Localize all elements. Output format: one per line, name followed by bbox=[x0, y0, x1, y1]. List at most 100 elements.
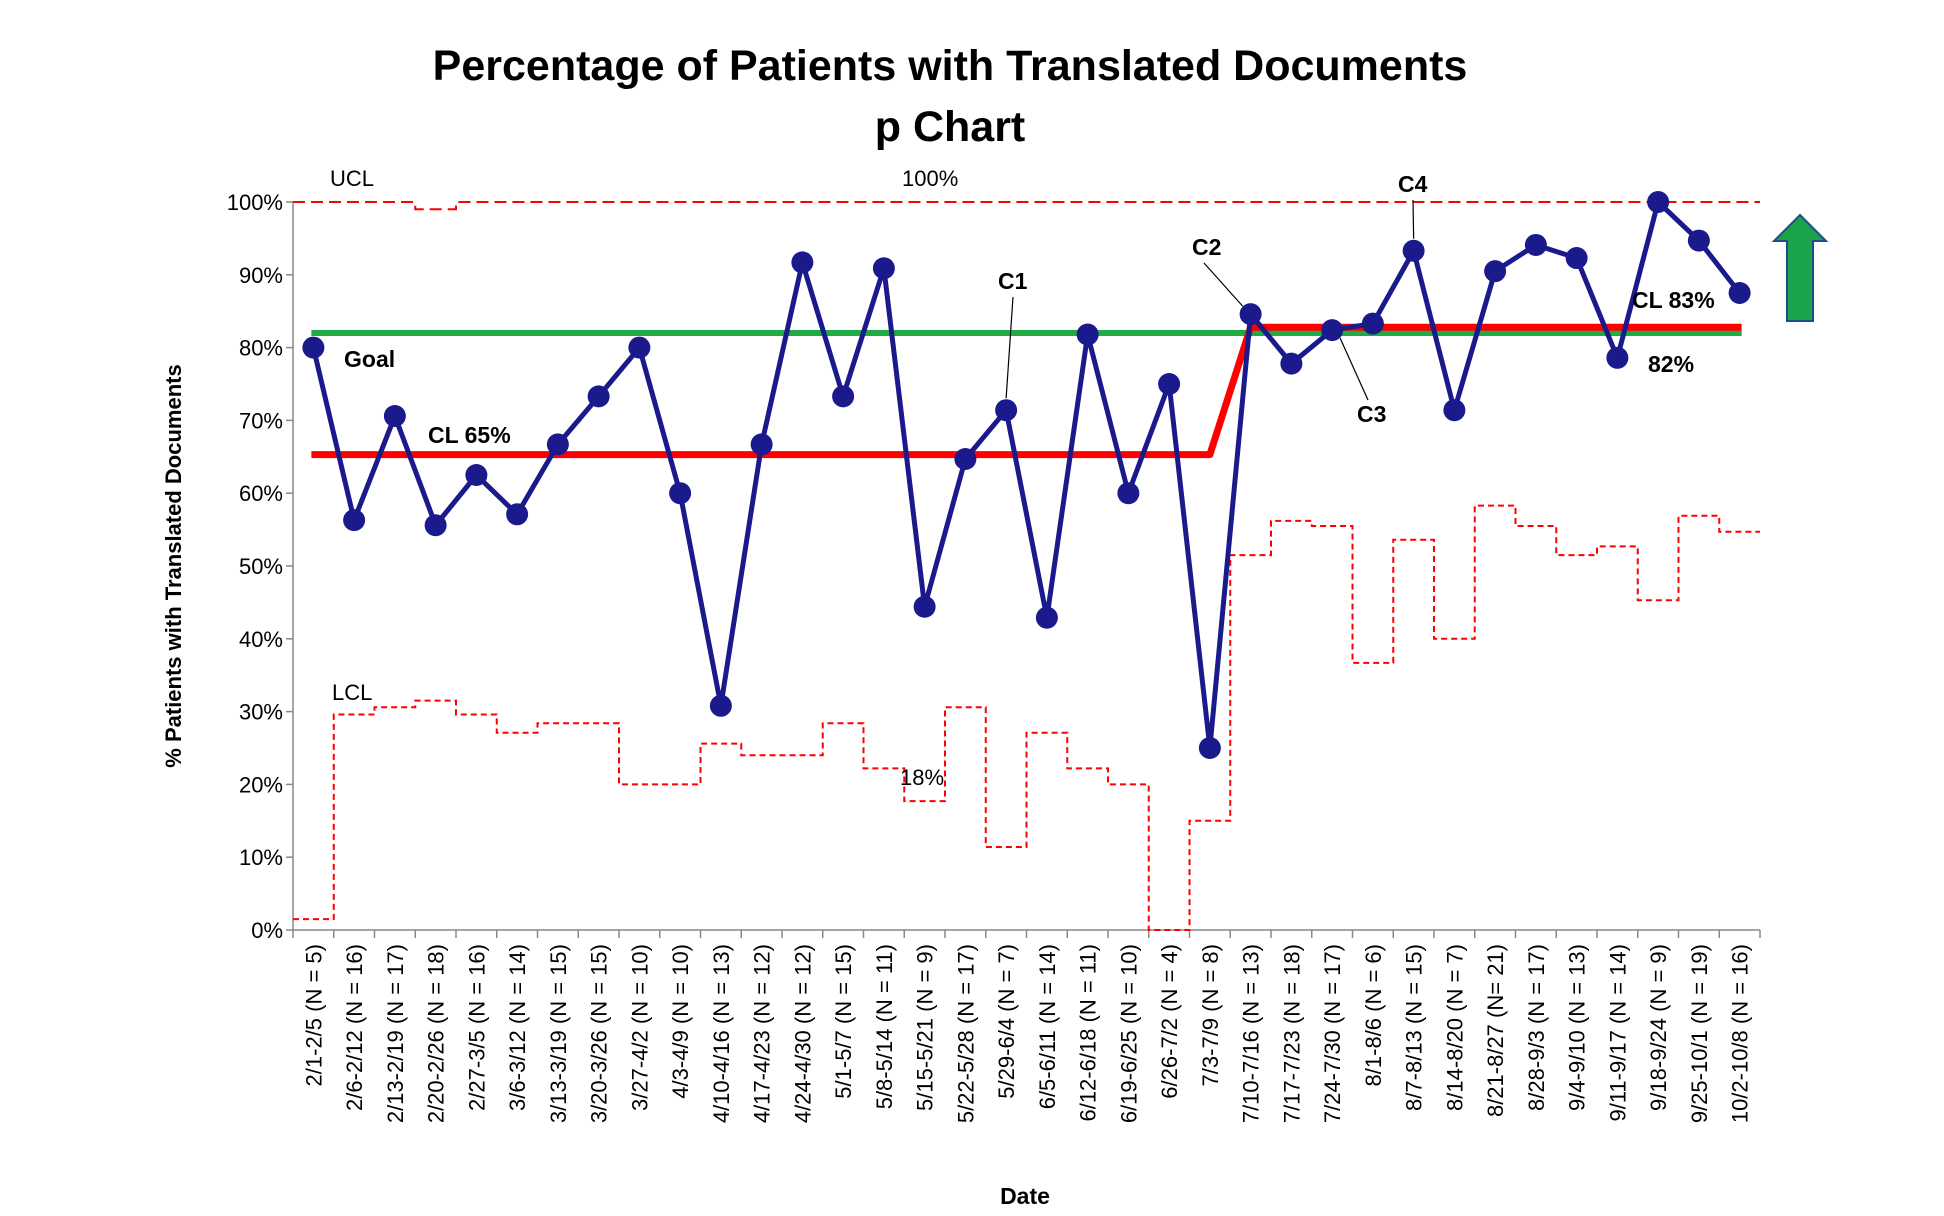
x-tick-label: 2/13-2/19 (N = 17) bbox=[383, 944, 408, 1123]
x-tick-label: 4/3-4/9 (N = 10) bbox=[668, 944, 693, 1099]
center-line bbox=[311, 323, 1744, 459]
c1-label: C1 bbox=[998, 268, 1028, 294]
x-tick-label: 9/4-9/10 (N = 13) bbox=[1565, 944, 1590, 1111]
x-tick-label: 7/17-7/23 (N = 18) bbox=[1279, 944, 1304, 1123]
data-point bbox=[424, 514, 447, 537]
data-point bbox=[506, 503, 529, 526]
x-tick-label: 4/17-4/23 (N = 12) bbox=[750, 944, 775, 1123]
c2-label: C2 bbox=[1192, 234, 1221, 260]
y-tick-label: 20% bbox=[239, 772, 283, 797]
x-tick-label: 6/26-7/2 (N = 4) bbox=[1157, 944, 1182, 1099]
c4-label: C4 bbox=[1398, 171, 1428, 197]
y-tick-label: 50% bbox=[239, 554, 283, 579]
x-tick-label: 5/1-5/7 (N = 15) bbox=[831, 944, 856, 1099]
x-tick-label: 5/22-5/28 (N = 17) bbox=[953, 944, 978, 1123]
y-axis-label: % Patients with Translated Documents bbox=[161, 364, 186, 767]
data-point bbox=[628, 336, 651, 359]
x-tick-label: 5/15-5/21 (N = 9) bbox=[913, 944, 938, 1111]
lcl-line bbox=[293, 504, 1760, 931]
cl-label-2: CL 83% bbox=[1632, 287, 1715, 313]
data-point bbox=[872, 257, 895, 280]
x-tick-label: 9/11-9/17 (N = 14) bbox=[1605, 944, 1630, 1122]
x-tick-label: 8/7-8/13 (N = 15) bbox=[1402, 944, 1427, 1111]
data-point bbox=[1361, 312, 1384, 335]
ucl-label: UCL bbox=[330, 166, 374, 191]
data-point bbox=[832, 385, 855, 408]
data-point bbox=[465, 464, 488, 486]
data-point bbox=[1280, 352, 1303, 375]
data-point bbox=[1606, 346, 1629, 369]
x-tick-label: 8/28-9/3 (N = 17) bbox=[1524, 944, 1549, 1111]
x-tick-label: 2/6-2/12 (N = 16) bbox=[342, 944, 367, 1111]
data-point bbox=[383, 405, 406, 428]
data-point bbox=[1198, 737, 1221, 759]
data-point bbox=[1239, 303, 1262, 326]
x-tick-label: 6/19-6/25 (N = 10) bbox=[1116, 944, 1141, 1123]
data-point bbox=[709, 694, 732, 717]
data-point bbox=[1321, 319, 1344, 342]
x-tick-label: 3/6-3/12 (N = 14) bbox=[505, 944, 530, 1111]
goal-value-label: 82% bbox=[1648, 351, 1694, 377]
data-point bbox=[1158, 373, 1181, 395]
lcl-value-label: 18% bbox=[900, 765, 944, 790]
c2-leader bbox=[1203, 262, 1244, 307]
data-point bbox=[1728, 282, 1751, 304]
x-tick-label: 4/24-4/30 (N = 12) bbox=[790, 944, 815, 1123]
x-tick-label: 2/27-3/5 (N = 16) bbox=[464, 944, 489, 1111]
y-tick-label: 40% bbox=[239, 627, 283, 652]
x-tick-label: 7/3-7/9 (N = 8) bbox=[1198, 944, 1223, 1086]
data-point bbox=[750, 433, 773, 456]
data-point bbox=[954, 447, 977, 470]
data-point bbox=[1647, 191, 1670, 213]
data-point bbox=[669, 482, 692, 505]
chart-title: Percentage of Patients with Translated D… bbox=[432, 42, 1468, 90]
x-tick-label: 3/27-4/2 (N = 10) bbox=[627, 944, 652, 1111]
data-point bbox=[343, 509, 366, 532]
x-tick-label: 8/21-8/27 (N= 21) bbox=[1483, 944, 1508, 1117]
y-tick-label: 10% bbox=[239, 845, 283, 870]
ucl-line bbox=[293, 201, 1760, 211]
c3-label: C3 bbox=[1357, 401, 1386, 427]
c3-leader bbox=[1339, 337, 1369, 401]
x-tick-label: 5/29-6/4 (N = 7) bbox=[994, 944, 1019, 1099]
data-point bbox=[791, 251, 814, 274]
x-tick-label: 10/2-10/8 (N = 16) bbox=[1728, 944, 1753, 1123]
x-tick-label: 5/8-5/14 (N = 11) bbox=[872, 944, 897, 1109]
data-point bbox=[1687, 229, 1710, 252]
data-point bbox=[587, 385, 610, 408]
data-point bbox=[1035, 606, 1058, 629]
data-point bbox=[995, 399, 1018, 422]
data-point bbox=[1524, 233, 1547, 256]
x-axis-label: Date bbox=[1000, 1183, 1050, 1209]
goal-label: Goal bbox=[344, 346, 395, 372]
x-tick-label: 2/1-2/5 (N = 5) bbox=[301, 944, 326, 1086]
chart-subtitle: p Chart bbox=[874, 103, 1026, 151]
x-tick-label: 7/10-7/16 (N = 13) bbox=[1239, 944, 1264, 1123]
lcl-label: LCL bbox=[332, 680, 372, 705]
x-tick-label: 8/1-8/6 (N = 6) bbox=[1361, 944, 1386, 1086]
x-tick-label: 9/25-10/1 (N = 19) bbox=[1687, 944, 1712, 1123]
x-tick-label: 7/24-7/30 (N = 17) bbox=[1320, 944, 1345, 1123]
data-point bbox=[1565, 247, 1588, 270]
ucl-value-label: 100% bbox=[902, 166, 958, 191]
data-point bbox=[1076, 323, 1099, 346]
data-point bbox=[546, 433, 569, 456]
x-tick-label: 2/20-2/26 (N = 18) bbox=[424, 944, 449, 1123]
y-tick-label: 0% bbox=[251, 918, 283, 943]
x-tick-label: 9/18-9/24 (N = 9) bbox=[1646, 944, 1671, 1111]
y-tick-label: 70% bbox=[239, 408, 283, 433]
x-tick-label: 6/12-6/18 (N = 11) bbox=[1076, 944, 1101, 1122]
x-tick-label: 4/10-4/16 (N = 13) bbox=[709, 944, 734, 1123]
c1-leader bbox=[1005, 296, 1014, 399]
cl-label-1: CL 65% bbox=[428, 422, 511, 448]
y-tick-label: 30% bbox=[239, 700, 283, 725]
data-point bbox=[1402, 239, 1425, 262]
x-tick-label: 3/20-3/26 (N = 15) bbox=[587, 944, 612, 1123]
y-tick-label: 90% bbox=[239, 263, 283, 288]
y-tick-label: 80% bbox=[239, 336, 283, 361]
data-point bbox=[302, 336, 325, 359]
x-tick-label: 6/5-6/11 (N = 14) bbox=[1035, 944, 1060, 1109]
data-point bbox=[1117, 482, 1140, 505]
